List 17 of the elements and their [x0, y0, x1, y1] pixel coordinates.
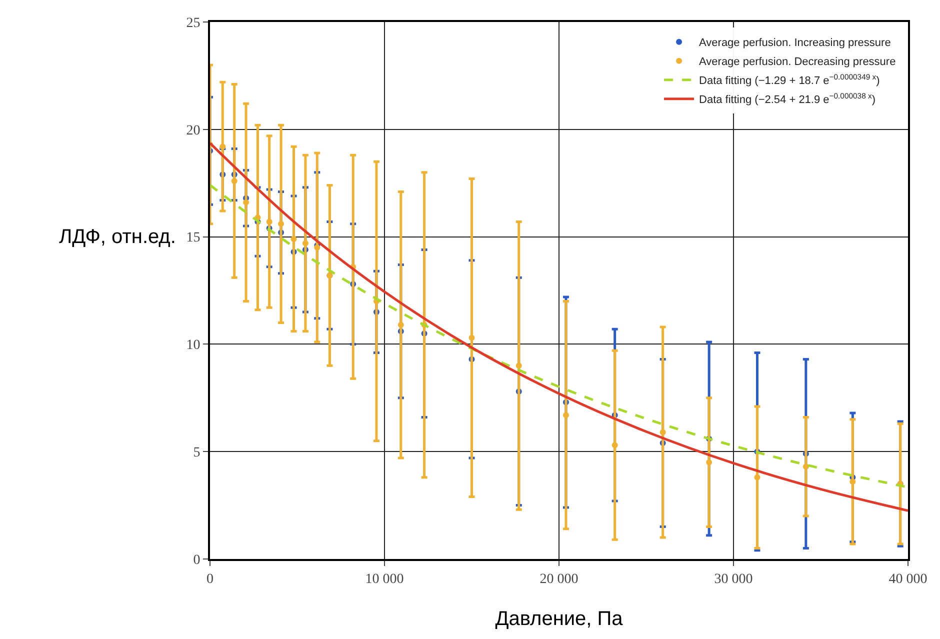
- y-tick-label: 15: [186, 230, 200, 246]
- y-tick-label: 25: [186, 16, 200, 31]
- y-tick-label: 10: [186, 338, 200, 354]
- x-axis-title: Давление, Па: [495, 608, 624, 630]
- y-tick-label: 20: [186, 123, 200, 138]
- legend-label: Average perfusion. Increasing pressure: [699, 37, 891, 50]
- legend-label: Data fitting (−2.54 + 21.9 e$^{−0.000038 x}$): [699, 92, 876, 106]
- y-tick-label: 0: [193, 552, 200, 568]
- legend-label: Average perfusion. Decreasing pressure: [699, 56, 896, 68]
- y-axis-title: ЛДФ, отн.ед.: [59, 226, 176, 248]
- x-tick-label: 10 000: [365, 572, 404, 587]
- legend-label: Data fitting (−1.29 + 18.7 e$^{−0.0000349 x}$): [699, 72, 880, 88]
- y-tick-label: 5: [193, 446, 200, 460]
- x-tick-label: 30 000: [714, 572, 753, 587]
- x-tick-label: 0: [206, 572, 214, 587]
- x-tick-label: 20 000: [540, 572, 578, 587]
- x-tick-label: 40 000: [888, 572, 928, 587]
